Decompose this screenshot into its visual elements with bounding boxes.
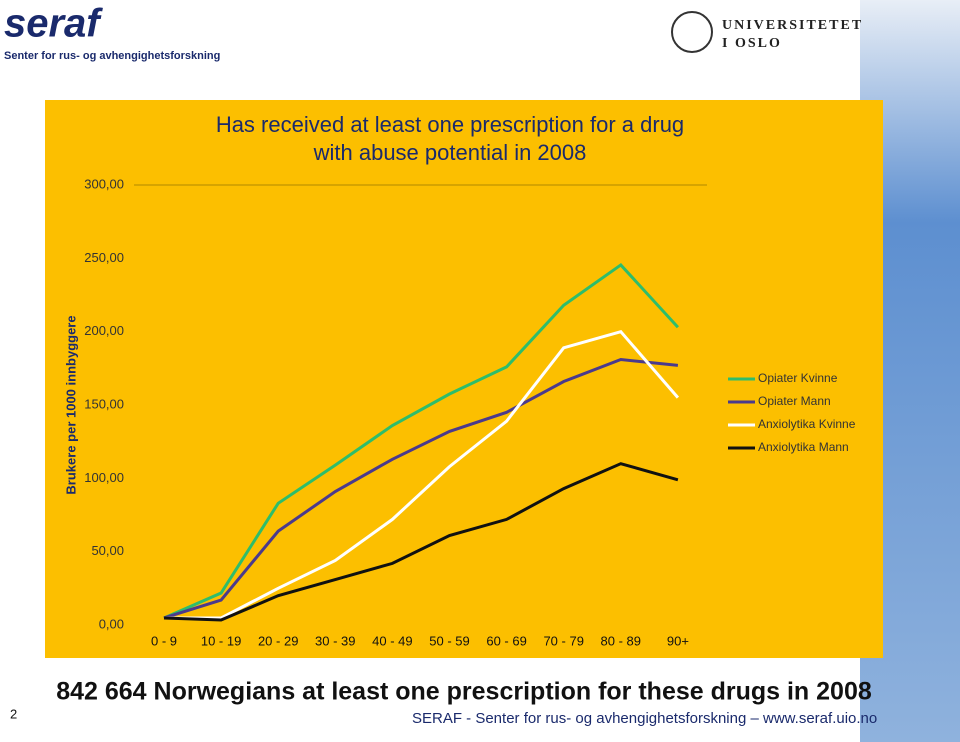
x-tick-label: 30 - 39 xyxy=(315,633,355,648)
x-tick-label: 40 - 49 xyxy=(372,633,412,648)
university-name: UNIVERSITETET xyxy=(722,18,863,33)
chart-title: Has received at least one prescription f… xyxy=(216,112,684,165)
page-number: 2 xyxy=(10,706,17,721)
y-tick-label: 200,00 xyxy=(84,323,124,338)
legend-label: Anxiolytika Mann xyxy=(758,440,849,454)
x-tick-label: 70 - 79 xyxy=(543,633,583,648)
y-tick-label: 250,00 xyxy=(84,250,124,265)
x-tick-label: 10 - 19 xyxy=(201,633,241,648)
y-tick-label: 150,00 xyxy=(84,396,124,411)
y-axis-label: Brukere per 1000 innbyggere xyxy=(63,315,78,494)
logo: seraf xyxy=(4,2,103,46)
x-tick-label: 0 - 9 xyxy=(151,633,177,648)
y-tick-label: 0,00 xyxy=(99,616,124,631)
legend-label: Anxiolytika Kvinne xyxy=(758,417,856,431)
series-line xyxy=(163,358,679,620)
footer: SERAF - Senter for rus- og avhengighetsf… xyxy=(412,710,877,727)
logo-subtitle: Senter for rus- og avhengighetsforskning xyxy=(4,50,220,62)
x-tick-label: 60 - 69 xyxy=(486,633,526,648)
y-tick-label: 100,00 xyxy=(84,470,124,485)
x-tick-label: 90+ xyxy=(667,633,689,648)
legend-label: Opiater Kvinne xyxy=(758,371,838,385)
y-tick-label: 50,00 xyxy=(91,543,124,558)
y-tick-label: 300,00 xyxy=(84,176,124,191)
series-line xyxy=(164,329,680,620)
x-tick-label: 80 - 89 xyxy=(601,633,641,648)
headline: 842 664 Norwegians at least one prescrip… xyxy=(56,678,872,706)
university-seal xyxy=(671,11,713,53)
university-name: I OSLO xyxy=(722,36,782,51)
legend-label: Opiater Mann xyxy=(758,394,831,408)
series-line xyxy=(163,262,680,620)
x-tick-label: 20 - 29 xyxy=(258,633,298,648)
series-line xyxy=(163,462,679,622)
x-tick-label: 50 - 59 xyxy=(429,633,469,648)
